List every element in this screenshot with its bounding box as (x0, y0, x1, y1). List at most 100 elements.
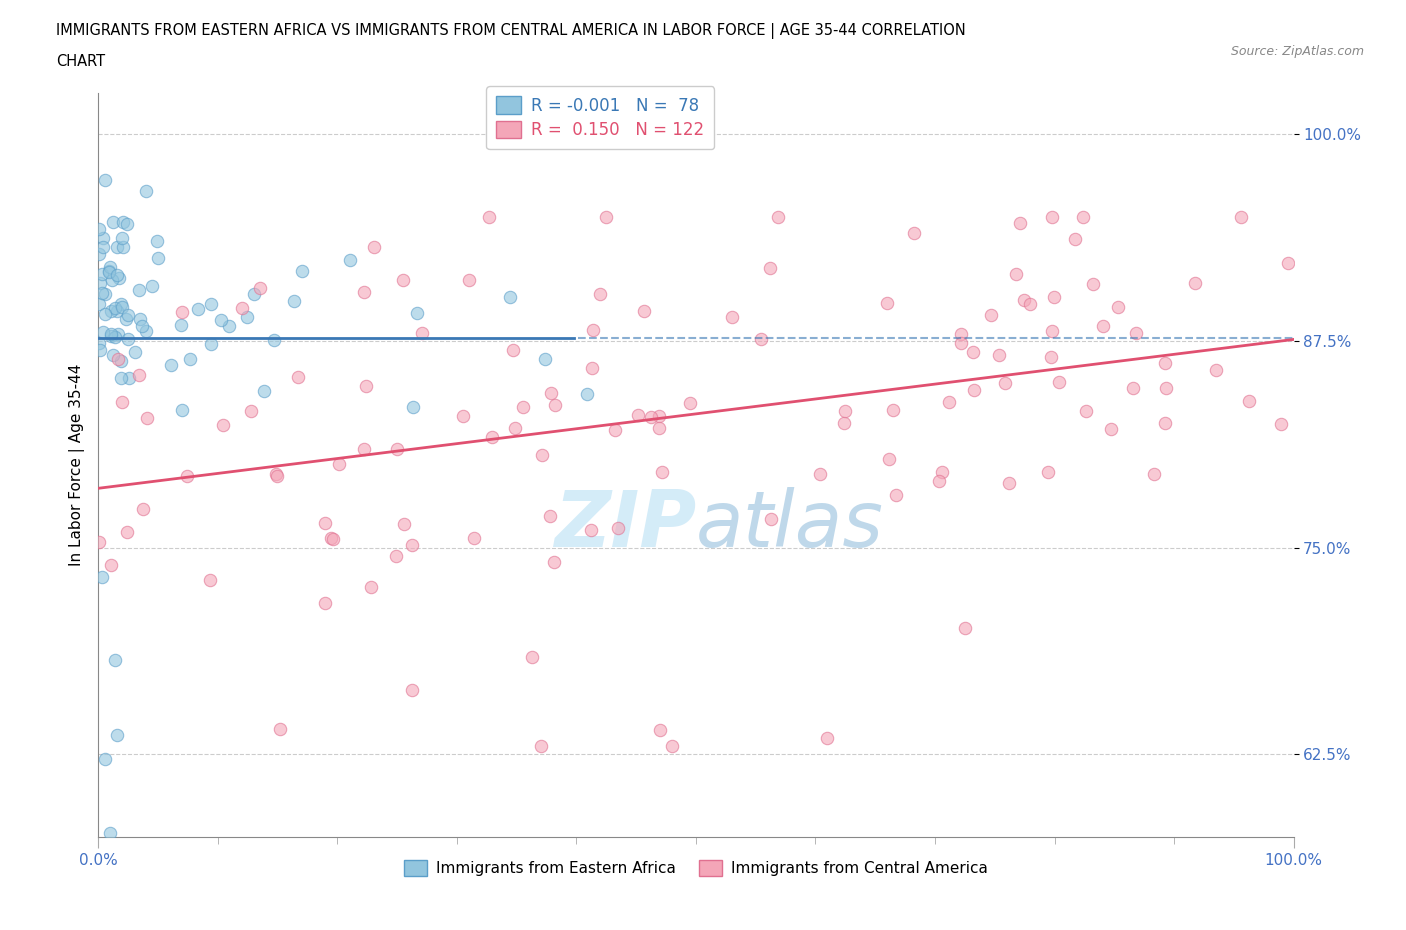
Point (1083, 276, 1105, 291)
Point (1122, 380, 1144, 395)
Point (105, 267, 128, 282)
Point (540, 386, 562, 401)
Point (209, 313, 232, 328)
Point (1092, 319, 1115, 334)
Point (575, 387, 598, 402)
Point (235, 310, 257, 325)
Point (111, 231, 134, 246)
Point (135, 411, 157, 426)
Point (499, 290, 522, 305)
Point (808, 466, 831, 481)
Point (955, 621, 977, 636)
Point (1040, 350, 1063, 365)
Point (949, 326, 972, 341)
Point (129, 312, 152, 326)
Point (721, 310, 744, 325)
Point (117, 332, 139, 347)
Point (291, 263, 314, 278)
Point (928, 474, 950, 489)
Point (1005, 267, 1028, 282)
Point (481, 430, 503, 445)
Point (886, 487, 908, 502)
Point (815, 730, 838, 745)
Point (903, 226, 925, 241)
Point (104, 653, 127, 668)
Point (110, 297, 132, 312)
Point (100, 327, 122, 342)
Point (111, 299, 134, 314)
Point (89, 276, 111, 291)
Point (90, 267, 112, 282)
Point (104, 300, 127, 315)
Text: IMMIGRANTS FROM EASTERN AFRICA VS IMMIGRANTS FROM CENTRAL AMERICA IN LABOR FORCE: IMMIGRANTS FROM EASTERN AFRICA VS IMMIGR… (56, 23, 966, 39)
Point (160, 357, 183, 372)
Point (530, 447, 553, 462)
Point (353, 442, 375, 457)
Point (104, 330, 127, 345)
Point (100, 304, 122, 319)
Point (538, 509, 561, 524)
Point (949, 336, 972, 351)
Point (314, 595, 336, 610)
Point (385, 442, 408, 457)
Point (661, 738, 683, 753)
Point (759, 512, 782, 526)
Point (124, 345, 146, 360)
Point (1237, 393, 1260, 408)
Point (94, 286, 117, 301)
Legend: Immigrants from Eastern Africa, Immigrants from Central America: Immigrants from Eastern Africa, Immigran… (395, 851, 997, 885)
Point (834, 404, 856, 418)
Point (589, 286, 612, 301)
Point (117, 217, 139, 232)
Point (187, 301, 209, 316)
Point (581, 360, 603, 375)
Point (135, 183, 157, 198)
Point (980, 307, 1002, 322)
Point (100, 558, 122, 573)
Point (135, 324, 157, 339)
Point (253, 383, 276, 398)
Point (354, 379, 377, 393)
Text: CHART: CHART (56, 54, 105, 69)
Point (98, 826, 121, 841)
Point (87, 246, 110, 261)
Point (128, 367, 150, 382)
Point (1143, 467, 1166, 482)
Point (141, 279, 163, 294)
Point (749, 331, 772, 346)
Point (87, 297, 110, 312)
Point (938, 395, 960, 410)
Point (998, 475, 1021, 490)
Point (200, 297, 222, 312)
Point (91, 569, 114, 584)
Point (353, 284, 375, 299)
Point (648, 722, 672, 737)
Point (360, 579, 382, 594)
Text: atlas: atlas (696, 486, 884, 563)
Point (98, 259, 121, 274)
Point (107, 271, 129, 286)
Point (115, 312, 138, 326)
Point (363, 240, 385, 255)
Point (128, 283, 150, 298)
Point (1040, 324, 1063, 339)
Point (131, 318, 153, 333)
Point (385, 549, 408, 564)
Point (595, 209, 617, 224)
Point (530, 738, 553, 753)
Point (1154, 355, 1177, 370)
Point (243, 286, 266, 301)
Point (211, 418, 233, 432)
Point (249, 281, 271, 296)
Point (98, 264, 121, 279)
Point (877, 452, 900, 467)
Point (100, 328, 122, 343)
Point (111, 394, 134, 409)
Point (87, 221, 110, 236)
Point (648, 420, 671, 435)
Point (1154, 380, 1177, 395)
Point (101, 272, 124, 287)
Point (458, 272, 481, 287)
Point (1043, 290, 1066, 305)
Point (132, 501, 155, 516)
